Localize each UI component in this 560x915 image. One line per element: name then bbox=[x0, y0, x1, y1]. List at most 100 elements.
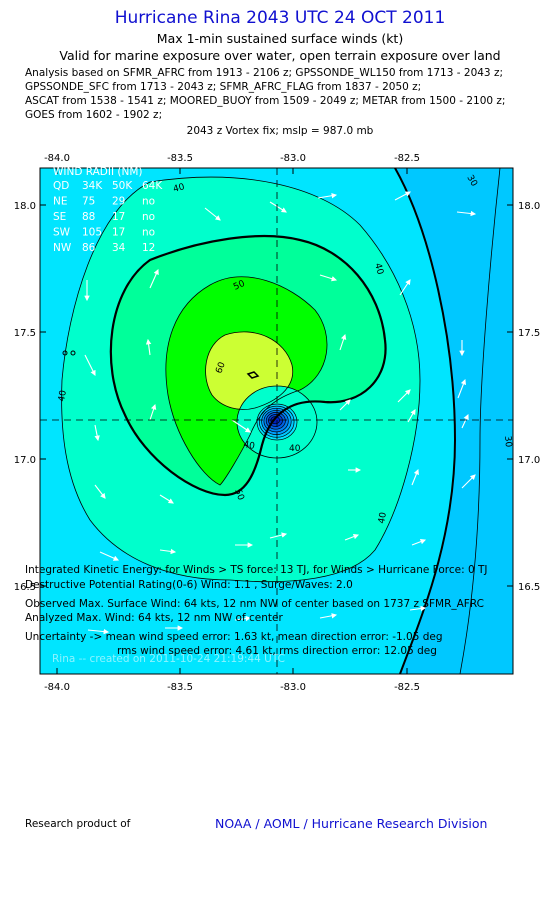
lat-tick-label: 16.5 bbox=[518, 582, 540, 593]
analysis-line: GOES from 1602 - 1902 z; bbox=[25, 109, 163, 121]
wind-vector bbox=[234, 615, 252, 622]
wind-vector bbox=[457, 378, 466, 399]
wind-vector bbox=[397, 389, 411, 403]
map-frame bbox=[39, 167, 514, 675]
wind-vector bbox=[319, 613, 338, 619]
wind-vector bbox=[159, 494, 174, 504]
wind-radii-header: 64K bbox=[142, 180, 163, 192]
wind-radii-cell: 88 bbox=[82, 211, 95, 223]
lat-tick-label: 17.0 bbox=[14, 455, 36, 466]
wind-vector bbox=[99, 551, 120, 561]
lon-tick-label: -82.5 bbox=[394, 682, 420, 693]
analysis-sources: Analysis based on SFMR_AFRC from 1913 - … bbox=[25, 66, 555, 122]
wind-radii-cell: 29 bbox=[112, 196, 125, 208]
analysis-line: Analysis based on SFMR_AFRC from 1913 - … bbox=[25, 67, 503, 79]
wind-radii-title: WIND RADII (NM) bbox=[53, 166, 143, 178]
wind-vector bbox=[94, 424, 100, 442]
contour-34kt bbox=[394, 168, 457, 674]
wind-radii-cell: NW bbox=[53, 242, 72, 254]
wind-radii-header: QD bbox=[53, 180, 69, 192]
observed-max-text: Observed Max. Surface Wind: 64 kts, 12 n… bbox=[25, 598, 484, 610]
wind-vector bbox=[319, 274, 338, 282]
wind-vector bbox=[411, 539, 427, 546]
lon-tick-label: -83.0 bbox=[280, 682, 306, 693]
wind-vector bbox=[269, 532, 288, 539]
lon-tick-label: -82.5 bbox=[394, 153, 420, 164]
credit-link[interactable]: NOAA / AOML / Hurricane Research Divisio… bbox=[215, 816, 488, 831]
wind-radii-cell: 86 bbox=[82, 242, 96, 254]
chart-subtitle: Max 1-min sustained surface winds (kt) bbox=[156, 31, 404, 46]
contour-64kt bbox=[246, 371, 260, 379]
contour-line bbox=[459, 168, 501, 674]
contour-label: 40 bbox=[57, 389, 69, 402]
vortex-fix: 2043 z Vortex fix; mslp = 987.0 mb bbox=[186, 125, 374, 137]
wind-vector bbox=[84, 354, 96, 376]
contour-label: 40 bbox=[172, 182, 186, 195]
contour-label: 60 bbox=[214, 361, 227, 375]
lat-tick-label: 18.0 bbox=[518, 201, 540, 212]
contour-hurricane-force bbox=[109, 235, 387, 497]
contour-line bbox=[165, 276, 328, 486]
lat-tick-label: 17.5 bbox=[14, 328, 36, 339]
wind-vector bbox=[149, 268, 159, 289]
lat-tick-label: 16.5 bbox=[14, 582, 36, 593]
wind-radii-cell: 17 bbox=[112, 211, 125, 223]
wind-radii-cell: 12 bbox=[142, 242, 155, 254]
contour-line bbox=[205, 331, 294, 410]
wind-vector bbox=[456, 210, 477, 217]
ike-text: Integrated Kinetic Energy: for Winds > T… bbox=[25, 564, 488, 576]
wind-vector bbox=[145, 338, 152, 356]
contour-small bbox=[70, 350, 76, 356]
contour-label: 40 bbox=[242, 440, 255, 452]
analysis-line: ASCAT from 1538 - 1541 z; MOORED_BUOY fr… bbox=[25, 95, 506, 107]
lon-tick-label: -83.0 bbox=[280, 153, 306, 164]
watermark: Rina -- created on 2011-10-24 21:19:44 U… bbox=[52, 653, 285, 665]
wind-radii-table: WIND RADII (NM) QD 34K 50K 64K NE 75 29 no SE 88 1… bbox=[53, 166, 163, 254]
wind-radii-cell: NE bbox=[53, 196, 68, 208]
wind-radii-cell: no bbox=[142, 196, 155, 208]
wind-vector bbox=[317, 193, 338, 199]
wind-vector bbox=[94, 484, 106, 499]
wind-vector bbox=[407, 409, 416, 423]
wind-radii-header: 34K bbox=[82, 180, 103, 192]
wind-radii-cell: SE bbox=[53, 211, 66, 223]
wind-vector bbox=[411, 468, 419, 486]
dpr-text: Destructive Potential Rating(0-6) Wind: … bbox=[25, 579, 353, 591]
wind-radii-cell: SW bbox=[53, 227, 71, 239]
wind-vector bbox=[461, 474, 476, 489]
wind-vector bbox=[461, 414, 469, 429]
wind-vector bbox=[339, 333, 347, 351]
wind-vector bbox=[204, 207, 221, 221]
lon-tick-label: -83.5 bbox=[167, 682, 193, 693]
wind-radii-header: 50K bbox=[112, 180, 133, 192]
chart-title: Hurricane Rina 2043 UTC 24 OCT 2011 bbox=[114, 8, 446, 28]
lon-tick-label: -84.0 bbox=[44, 153, 70, 164]
exposure-note: Valid for marine exposure over water, op… bbox=[59, 48, 501, 63]
contour-label: 40 bbox=[372, 262, 385, 276]
lat-tick-label: 17.0 bbox=[518, 455, 540, 466]
wind-vector bbox=[149, 403, 157, 421]
wind-vector bbox=[344, 534, 360, 541]
contour-label: 30 bbox=[502, 435, 513, 448]
contour-label: 40 bbox=[377, 511, 389, 524]
wind-radii-cell: 75 bbox=[82, 196, 95, 208]
contour-label: 50 bbox=[232, 279, 247, 293]
wind-radii-cell: no bbox=[142, 211, 155, 223]
lon-tick-label: -84.0 bbox=[44, 682, 70, 693]
wind-vector bbox=[339, 399, 351, 411]
research-label: Research product of bbox=[25, 818, 131, 830]
wind-vector bbox=[231, 419, 251, 433]
analysis-line: GPSSONDE_SFC from 1713 - 2043 z; SFMR_AF… bbox=[25, 81, 422, 93]
wind-vector bbox=[87, 628, 110, 635]
wind-vector bbox=[394, 191, 411, 201]
contour-label: 40 bbox=[289, 444, 301, 454]
lat-tick-label: 17.5 bbox=[518, 328, 540, 339]
wind-radii-cell: 17 bbox=[112, 227, 125, 239]
wind-vector bbox=[399, 279, 411, 296]
wind-radii-cell: no bbox=[142, 227, 155, 239]
wind-vector bbox=[409, 605, 427, 612]
wind-vectors bbox=[84, 191, 477, 635]
lon-tick-label: -83.5 bbox=[167, 153, 193, 164]
uncertainty-text: Uncertainty -> mean wind speed error: 1.… bbox=[25, 631, 443, 643]
contour-line bbox=[61, 176, 421, 583]
